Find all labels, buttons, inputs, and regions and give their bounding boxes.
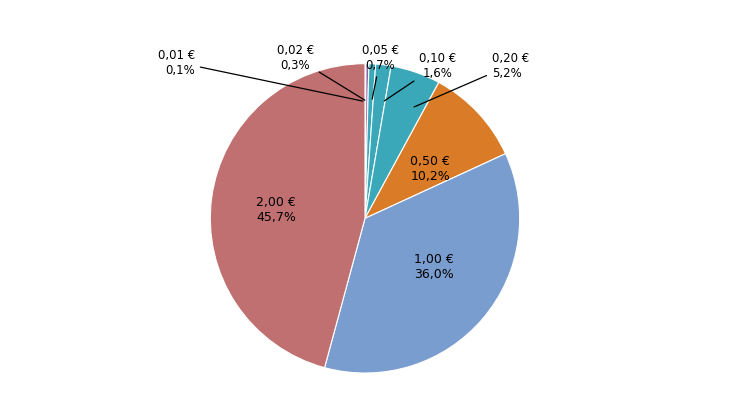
Text: 0,02 €
0,3%: 0,02 € 0,3% [277, 44, 365, 101]
Wedge shape [365, 65, 366, 219]
Wedge shape [365, 67, 439, 219]
Text: 1,00 €
36,0%: 1,00 € 36,0% [414, 252, 453, 280]
Wedge shape [365, 65, 369, 219]
Text: 0,10 €
1,6%: 0,10 € 1,6% [384, 52, 456, 102]
Wedge shape [365, 65, 391, 219]
Wedge shape [365, 65, 376, 219]
Text: 2,00 €
45,7%: 2,00 € 45,7% [256, 196, 296, 224]
Text: 0,01 €
0,1%: 0,01 € 0,1% [158, 49, 363, 102]
Text: 0,50 €
10,2%: 0,50 € 10,2% [410, 155, 450, 182]
Wedge shape [210, 65, 365, 368]
Wedge shape [325, 154, 520, 373]
Wedge shape [365, 83, 505, 219]
Text: 0,20 €
5,2%: 0,20 € 5,2% [414, 52, 529, 108]
Text: 0,05 €
0,7%: 0,05 € 0,7% [362, 44, 399, 100]
